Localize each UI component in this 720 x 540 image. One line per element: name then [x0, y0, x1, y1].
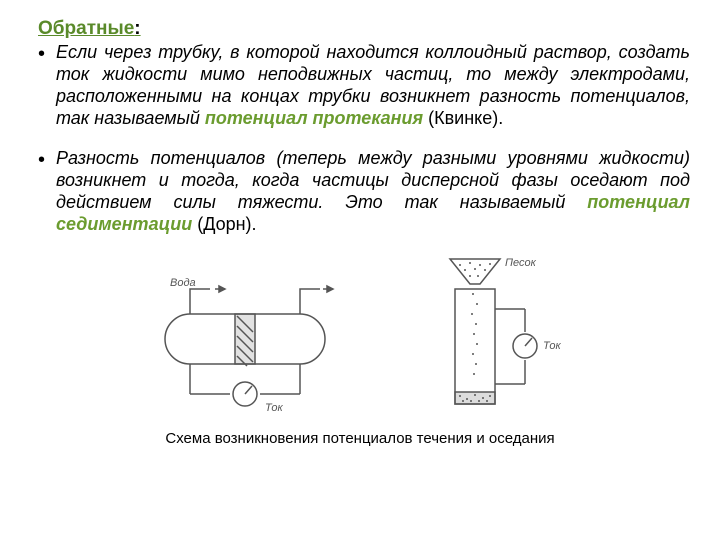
bullet-list: Если через трубку, в которой находится к… — [24, 42, 696, 236]
p1-text-2: (Квинке). — [423, 108, 503, 128]
diagram-row: Вода Ток — [24, 254, 696, 424]
d2-label-side: Ток — [543, 340, 561, 352]
paragraph-2: Разность потенциалов (теперь между разны… — [38, 148, 690, 236]
diagram-sedimentation: Песок Ток — [415, 254, 585, 424]
paragraph-1: Если через трубку, в которой находится к… — [38, 42, 690, 130]
heading-text: Обратные — [38, 18, 134, 39]
p2-text-2: (Дорн). — [192, 214, 256, 234]
d2-label-top: Песок — [505, 257, 537, 269]
caption: Схема возникновения потенциалов течения … — [24, 430, 696, 447]
heading: Обратные: — [38, 18, 696, 40]
d1-label-out: Ток — [265, 402, 283, 414]
diagram-streaming: Вода Ток — [135, 274, 355, 424]
d1-label-in: Вода — [170, 277, 196, 289]
p1-keyword: потенциал протекания — [205, 108, 423, 128]
heading-colon: : — [134, 18, 140, 39]
